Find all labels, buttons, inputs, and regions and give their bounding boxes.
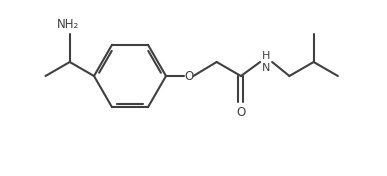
Text: N: N bbox=[262, 63, 271, 73]
Text: O: O bbox=[185, 70, 194, 83]
Text: H: H bbox=[262, 51, 271, 61]
Text: O: O bbox=[236, 106, 245, 119]
Text: NH₂: NH₂ bbox=[57, 18, 79, 31]
